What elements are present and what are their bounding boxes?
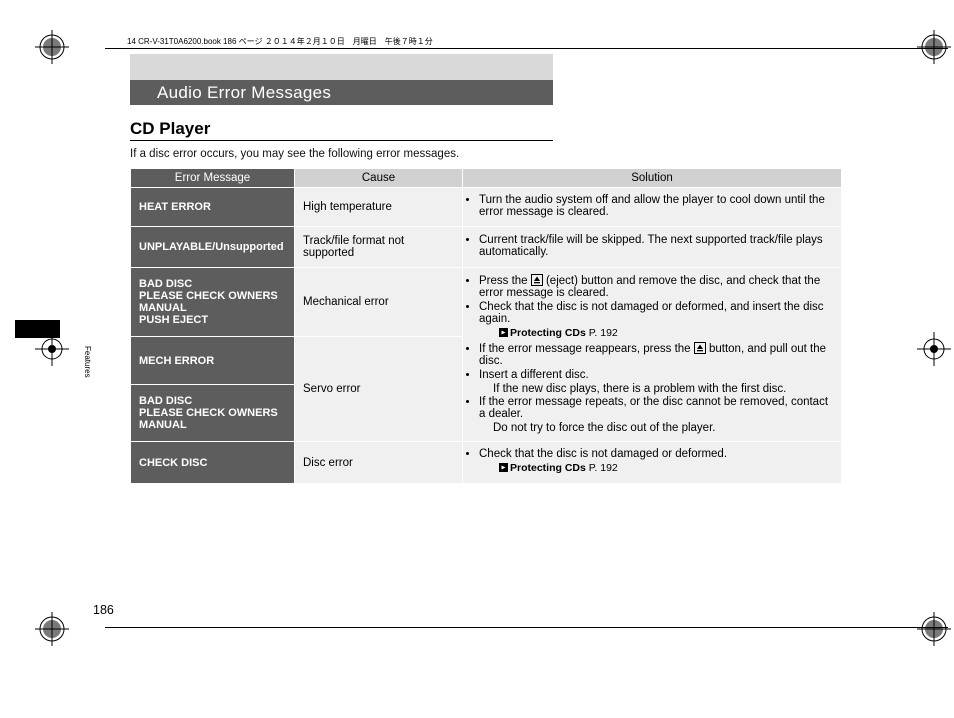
reference-link: Protecting CDs P. 192 xyxy=(479,462,831,474)
title-back-box xyxy=(130,54,553,80)
error-name: BAD DISC PLEASE CHECK OWNERS MANUAL xyxy=(131,385,295,442)
table-row: HEAT ERROR High temperature Turn the aud… xyxy=(131,188,842,227)
error-solution: Press the (eject) button and remove the … xyxy=(463,268,842,442)
table-row: CHECK DISC Disc error Check that the dis… xyxy=(131,442,842,484)
error-cause: High temperature xyxy=(295,188,463,227)
link-icon xyxy=(499,328,508,337)
registration-mark xyxy=(35,30,69,64)
error-name: CHECK DISC xyxy=(131,442,295,484)
col-header-error: Error Message xyxy=(131,169,295,188)
error-cause: Track/file format not supported xyxy=(295,227,463,268)
eject-icon xyxy=(694,342,706,354)
link-icon xyxy=(499,463,508,472)
page-title-bar: Audio Error Messages xyxy=(130,80,553,105)
error-cause: Servo error xyxy=(295,337,463,442)
registration-mark xyxy=(917,332,951,366)
error-name: UNPLAYABLE/Unsupported xyxy=(131,227,295,268)
error-name: MECH ERROR xyxy=(131,337,295,385)
error-solution: Current track/file will be skipped. The … xyxy=(463,227,842,268)
table-row: UNPLAYABLE/Unsupported Track/file format… xyxy=(131,227,842,268)
section-rule xyxy=(130,140,553,141)
page-number: 186 xyxy=(93,603,114,617)
eject-icon xyxy=(531,274,543,286)
intro-text: If a disc error occurs, you may see the … xyxy=(130,148,459,160)
reference-link: Protecting CDs P. 192 xyxy=(479,327,831,339)
error-name: BAD DISC PLEASE CHECK OWNERS MANUAL PUSH… xyxy=(131,268,295,337)
col-header-solution: Solution xyxy=(463,169,842,188)
page-title: Audio Error Messages xyxy=(157,83,331,102)
error-cause: Disc error xyxy=(295,442,463,484)
table-row: BAD DISC PLEASE CHECK OWNERS MANUAL PUSH… xyxy=(131,268,842,337)
registration-mark xyxy=(917,612,951,646)
error-solution: Turn the audio system off and allow the … xyxy=(463,188,842,227)
footer-rule xyxy=(105,627,948,628)
header-text: 14 CR-V-31T0A6200.book 186 ページ ２０１４年２月１０… xyxy=(127,36,433,47)
error-solution: Check that the disc is not damaged or de… xyxy=(463,442,842,484)
registration-mark xyxy=(35,612,69,646)
col-header-cause: Cause xyxy=(295,169,463,188)
header-rule xyxy=(105,48,948,49)
error-name: HEAT ERROR xyxy=(131,188,295,227)
side-label: Features xyxy=(83,346,92,378)
side-tab xyxy=(15,320,60,338)
error-table: Error Message Cause Solution HEAT ERROR … xyxy=(130,168,842,484)
error-cause: Mechanical error xyxy=(295,268,463,337)
registration-mark xyxy=(917,30,951,64)
section-title: CD Player xyxy=(130,119,210,139)
